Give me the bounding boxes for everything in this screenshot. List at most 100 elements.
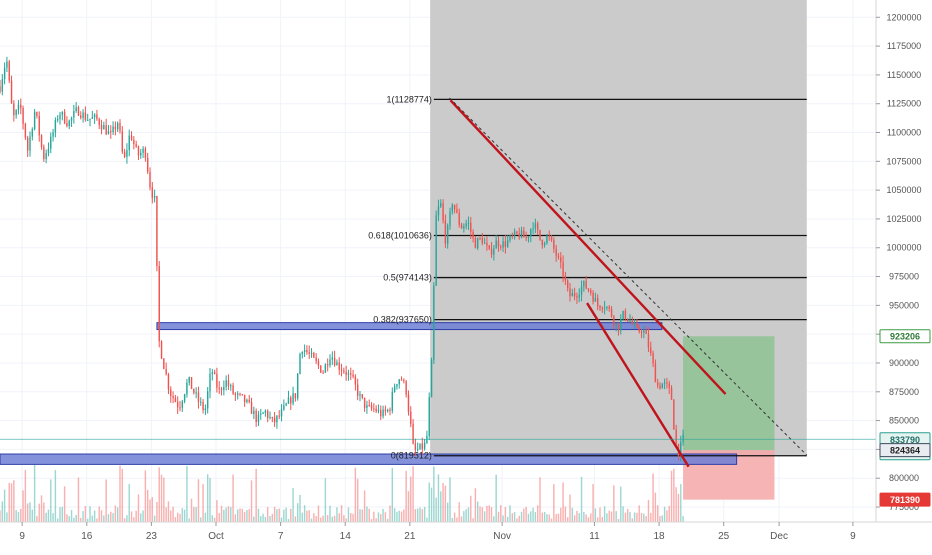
candle-body (566, 280, 569, 289)
volume-bar (481, 507, 484, 522)
volume-bar (382, 508, 384, 522)
candle-body (571, 293, 574, 297)
price-axis[interactable]: 7750008000008250008500008750009000009250… (875, 0, 932, 550)
candle-body (174, 397, 177, 402)
volume-bar (626, 508, 629, 522)
candle-body (230, 385, 232, 387)
volume-bar (211, 515, 214, 522)
volume-bar (80, 517, 82, 522)
candle-body (140, 152, 142, 156)
volume-bar (257, 508, 260, 522)
volume-bar (449, 477, 451, 522)
volume-bar (183, 509, 186, 522)
candle-body (440, 203, 442, 207)
volume-bar (167, 501, 170, 522)
candle-body (373, 408, 375, 410)
candle-body (296, 373, 299, 399)
volume-bar (550, 518, 553, 522)
candle-body (435, 215, 437, 286)
candle-body (216, 373, 218, 388)
candle-body (320, 365, 322, 373)
trendlines-layer[interactable] (0, 97, 876, 468)
candle-body (398, 379, 400, 385)
volume-bar (225, 507, 227, 522)
candle-body (460, 224, 463, 229)
volume-bar (13, 480, 15, 522)
volume-bar (105, 479, 107, 522)
channel-trendline[interactable] (449, 99, 727, 395)
candle-body (386, 409, 389, 412)
volume-bar (375, 518, 377, 522)
candle-body (534, 223, 537, 229)
volume-bar (479, 506, 481, 522)
volume-bar (285, 507, 287, 522)
volume-bar (663, 506, 666, 522)
candle-body (15, 109, 17, 116)
volume-bar (576, 510, 578, 522)
volume-bar (497, 511, 500, 522)
volume-bar (29, 502, 31, 522)
profit-target-zone[interactable] (683, 336, 775, 451)
candle-body (239, 393, 241, 395)
volume-bar (322, 515, 324, 522)
volume-bar (437, 474, 440, 522)
fib-layer[interactable]: 1(1128774) 0.618(1010636) 0.5(974143) 0.382… (368, 94, 807, 461)
candle-body (193, 389, 195, 393)
volume-bar (483, 511, 486, 522)
candle-body (368, 405, 370, 407)
candle-body (188, 377, 190, 383)
dashed-trendline[interactable] (449, 97, 808, 456)
volume-bar (520, 511, 523, 522)
candle-body (670, 387, 673, 400)
candle-body (453, 204, 456, 210)
volume-bar (130, 511, 133, 522)
support-zone-lower[interactable] (0, 453, 738, 465)
candle-body (0, 86, 1, 92)
candle-body (343, 370, 345, 372)
volume-bar (40, 495, 43, 522)
candle-body (290, 397, 292, 404)
price-tag-entry (879, 443, 931, 458)
time-axis[interactable]: 9 16 23 Oct 7 14 21 Nov 11 18 25 Dec 9 (0, 521, 932, 542)
candle-body (225, 380, 227, 387)
candle-body (610, 308, 613, 317)
candle-body (403, 380, 405, 382)
candle-body (555, 248, 557, 256)
volume-bar (680, 484, 682, 522)
volume-bar (495, 474, 497, 522)
candle-body (446, 225, 449, 244)
candle-body (128, 135, 130, 151)
volume-bar (587, 517, 590, 522)
candle-body (495, 240, 497, 249)
candle-body (70, 117, 73, 121)
candle-body (465, 223, 467, 227)
candle-body (303, 350, 306, 352)
volume-bar (200, 517, 202, 522)
price-tick-label: 875000 (889, 387, 919, 397)
volume-bar (493, 516, 495, 522)
volume-bar (562, 482, 564, 522)
price-tags: 92320683379002:52:45824364781390 (879, 329, 931, 507)
candle-body (396, 384, 398, 387)
volume-bar (444, 485, 447, 522)
price-tag-stop (879, 492, 931, 507)
volume-bar (202, 483, 204, 522)
volume-bar (135, 510, 137, 522)
volume-bar (186, 465, 188, 522)
volume-bar (656, 505, 659, 522)
candle-body (654, 363, 657, 383)
volume-bar (603, 506, 606, 522)
volume-bar (283, 509, 285, 522)
volume-bar (262, 513, 264, 522)
candle-body (527, 236, 530, 239)
volume-bar (500, 505, 502, 522)
volume-bar (264, 517, 267, 522)
candle-body (84, 112, 87, 121)
candle-body (536, 223, 539, 230)
position-layer[interactable] (683, 336, 775, 500)
volume-bar (610, 511, 613, 522)
candle-body (317, 361, 320, 366)
candle-body (211, 372, 214, 374)
